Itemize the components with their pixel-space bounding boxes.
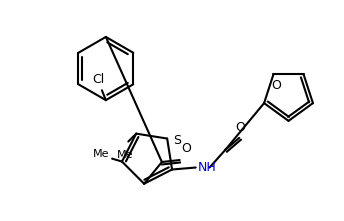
Text: O: O [271,79,281,92]
Text: Me: Me [117,151,133,160]
Text: S: S [173,134,181,147]
Text: O: O [235,121,245,134]
Text: Cl: Cl [92,73,104,86]
Text: Me: Me [93,149,109,159]
Text: NH: NH [198,161,216,174]
Text: O: O [182,142,192,155]
